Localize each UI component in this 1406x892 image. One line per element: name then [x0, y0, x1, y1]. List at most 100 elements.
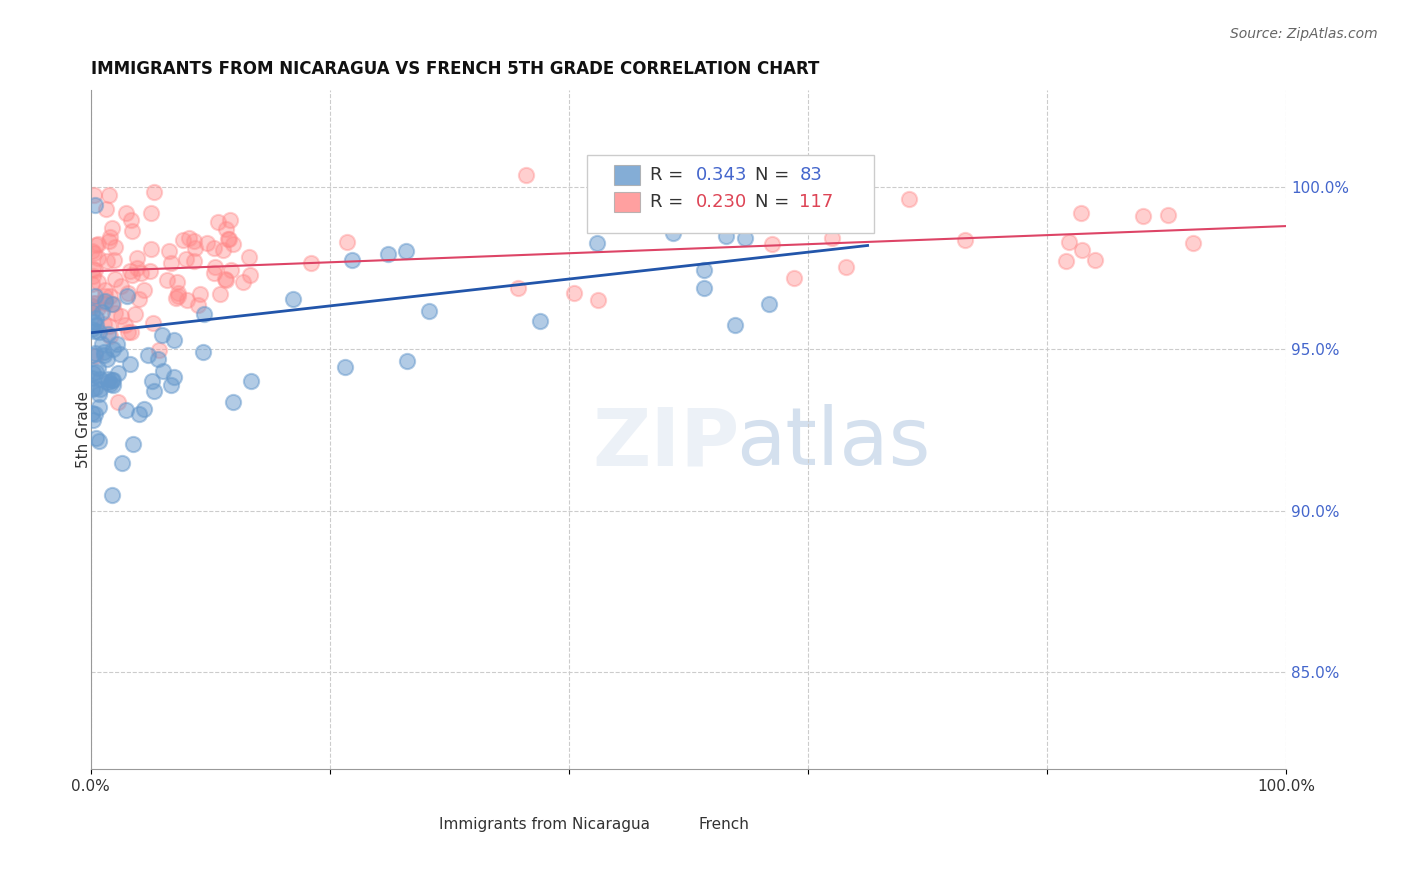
Point: [156, 273, 179, 287]
Point: [98, 235, 121, 249]
Point: [115, 206, 138, 220]
Point: [98, 329, 121, 343]
Point: [129, 266, 152, 280]
Point: [80, 371, 103, 385]
Text: French: French: [699, 817, 749, 832]
Point: [724, 318, 747, 332]
Point: [193, 344, 215, 359]
Point: [84, 263, 107, 277]
Point: [128, 407, 150, 421]
Point: [101, 378, 124, 392]
Point: [82, 299, 104, 313]
Point: [377, 246, 399, 260]
Point: [87, 434, 110, 448]
Point: [98, 289, 121, 303]
Point: [110, 279, 132, 293]
Point: [586, 235, 609, 250]
Point: [846, 209, 869, 223]
Point: [103, 373, 125, 387]
Point: [80, 305, 103, 319]
FancyBboxPatch shape: [614, 165, 641, 185]
Point: [143, 384, 166, 399]
Text: 0.230: 0.230: [696, 193, 747, 211]
Point: [121, 224, 143, 238]
Point: [84, 237, 107, 252]
Point: [166, 275, 188, 289]
Point: [647, 188, 669, 202]
Text: R =: R =: [650, 193, 689, 211]
Point: [418, 304, 440, 318]
Point: [124, 307, 146, 321]
Point: [193, 307, 215, 321]
Point: [97, 327, 120, 342]
Point: [700, 209, 723, 223]
Point: [83, 315, 105, 329]
Point: [167, 289, 190, 303]
Point: [94, 293, 117, 308]
Point: [152, 363, 174, 377]
Point: [94, 295, 117, 310]
Point: [115, 402, 138, 417]
Point: [204, 260, 226, 275]
Point: [86, 318, 108, 332]
Y-axis label: 5th Grade: 5th Grade: [76, 392, 91, 468]
Point: [204, 266, 226, 280]
Point: [212, 243, 235, 257]
Point: [1084, 252, 1107, 267]
Point: [82, 296, 104, 310]
Point: [160, 377, 183, 392]
Point: [515, 168, 537, 182]
Point: [97, 372, 120, 386]
Point: [98, 230, 121, 244]
Point: [299, 256, 322, 270]
Point: [89, 400, 111, 414]
Point: [218, 232, 240, 246]
Point: [120, 357, 142, 371]
Point: [84, 349, 107, 363]
Point: [139, 242, 162, 256]
Point: [82, 412, 104, 426]
Point: [122, 437, 145, 451]
Point: [83, 289, 105, 303]
FancyBboxPatch shape: [673, 804, 703, 822]
Point: [100, 220, 122, 235]
Point: [101, 343, 124, 357]
Point: [166, 285, 188, 300]
Point: [1070, 244, 1092, 258]
Point: [141, 374, 163, 388]
Point: [1070, 205, 1092, 219]
Point: [183, 253, 205, 268]
Point: [125, 251, 148, 265]
Text: 83: 83: [800, 166, 823, 184]
Point: [93, 348, 115, 362]
Point: [141, 206, 163, 220]
Point: [87, 251, 110, 265]
Point: [105, 336, 128, 351]
Point: [336, 235, 359, 249]
Point: [117, 288, 139, 302]
Point: [148, 343, 170, 358]
Point: [84, 198, 107, 212]
Point: [738, 214, 761, 228]
Point: [96, 351, 118, 366]
Point: [218, 213, 240, 227]
Point: [139, 263, 162, 277]
Point: [89, 382, 111, 396]
Point: [1156, 208, 1178, 222]
Point: [184, 241, 207, 255]
Point: [214, 272, 236, 286]
Point: [222, 237, 245, 252]
Point: [222, 395, 245, 409]
Point: [114, 318, 136, 332]
Point: [80, 383, 103, 397]
Point: [174, 252, 197, 267]
Point: [239, 268, 262, 282]
Point: [83, 246, 105, 260]
FancyBboxPatch shape: [614, 192, 641, 211]
Point: [188, 287, 211, 301]
Point: [110, 309, 132, 323]
Point: [714, 228, 737, 243]
Point: [163, 369, 186, 384]
Point: [84, 296, 107, 310]
Point: [90, 336, 112, 351]
